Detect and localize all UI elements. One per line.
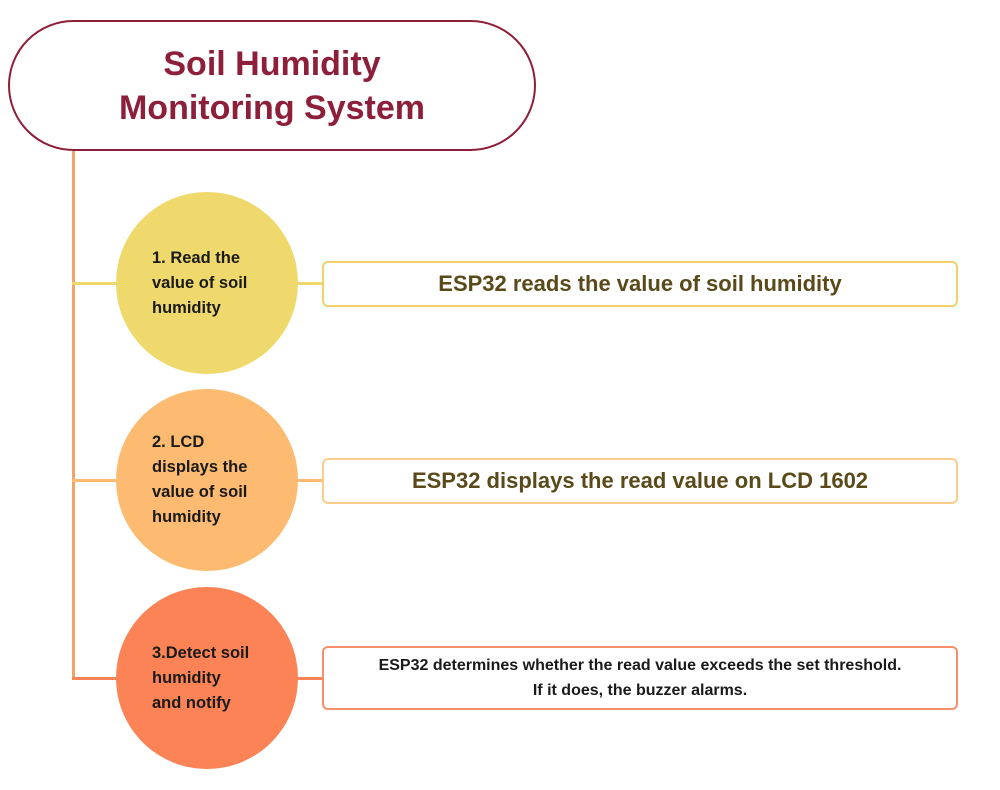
step-2-circle: 2. LCD displays the value of soil humidi… (116, 389, 298, 571)
step-1-detail-text: ESP32 reads the value of soil humidity (438, 271, 842, 296)
step-3-detail-line-2: If it does, the buzzer alarms. (532, 682, 748, 699)
step-1-circle: 1. Read the value of soil humidity (116, 192, 298, 374)
step-3-detail-box: ESP32 determines whether the read value … (322, 646, 958, 710)
connector-step-3 (284, 677, 324, 680)
main-connector-line (72, 151, 75, 678)
title-box: Soil Humidity Monitoring System (8, 20, 536, 151)
connector-step-1 (284, 282, 324, 285)
connector-step-2 (284, 479, 324, 482)
step-3-label: 3.Detect soil humidity and notify (152, 643, 250, 712)
branch-line-step-3 (72, 677, 122, 680)
step-3-detail-line-1: ESP32 determines whether the read value … (378, 657, 902, 674)
step-2-detail-box: ESP32 displays the read value on LCD 160… (322, 458, 958, 504)
title-line-2: Monitoring System (118, 88, 426, 127)
title-line-1: Soil Humidity (163, 44, 381, 83)
branch-line-step-1 (72, 282, 122, 285)
step-2-detail-text: ESP32 displays the read value on LCD 160… (411, 468, 869, 493)
step-1-detail-box: ESP32 reads the value of soil humidity (322, 261, 958, 307)
step-2-label: 2. LCD displays the value of soil humidi… (152, 433, 248, 526)
step-3-circle: 3.Detect soil humidity and notify (116, 587, 298, 769)
step-1-label: 1. Read the value of soil humidity (152, 248, 248, 317)
branch-line-step-2 (72, 479, 122, 482)
